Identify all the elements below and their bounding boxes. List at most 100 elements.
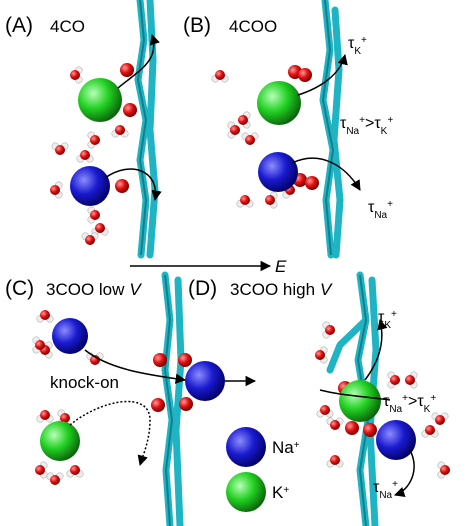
water [438,462,450,478]
relation: > [408,393,417,410]
oxygen [70,465,80,475]
sup: + [361,35,367,46]
water [82,233,98,245]
na-ion [52,318,88,354]
carbonyl-oxygen [305,176,319,190]
na-ion [185,361,225,401]
water [52,143,68,155]
title-text: 3COO high [230,280,315,299]
water [238,112,250,128]
oxygen [315,350,325,360]
oxygen [440,465,450,475]
panel-label: (B) [183,14,211,37]
carbonyl-oxygen [120,63,134,77]
sup: + [387,199,393,210]
oxygen [390,375,400,385]
oxygen [35,465,45,475]
oxygen [238,115,248,125]
carbonyl-oxygen [153,353,167,367]
sub: Na [379,490,392,501]
ion: Na [272,438,294,457]
oxygen [405,375,415,385]
carbonyl-oxygen [298,68,312,82]
water [327,455,343,467]
panel-title: 4COO [229,17,277,36]
oxygen [35,340,45,350]
carbonyl-oxygen [178,353,192,367]
water [77,150,93,162]
oxygen [85,235,95,245]
sub: Na [389,404,402,415]
carbonyl-oxygen [179,397,193,411]
water [228,122,240,138]
water [317,405,333,417]
water [37,410,53,422]
title-var: V [129,280,142,299]
panel-title: 4CO [50,17,85,36]
sub: Na [346,126,359,137]
tau-label: τNa+ [368,199,393,221]
carbonyl-oxygen [151,398,165,412]
sub: K [381,126,388,137]
na-ion [70,166,110,206]
sup: + [392,479,398,490]
sup: + [387,115,393,126]
oxygen [90,135,100,145]
sub: K [354,46,361,57]
water [432,413,448,425]
panel-label: (D) [188,277,217,300]
panel-label: (C) [5,277,34,300]
legend-label: Na+ [272,438,300,457]
water [388,372,400,388]
sub: K [384,320,391,331]
annotation: knock-on [50,373,119,392]
water [88,207,100,223]
water [327,418,343,430]
sub: K [424,404,431,415]
title-text: 3COO low [46,280,125,299]
oxygen [90,210,100,220]
panel-title: 3COO high V [230,280,333,299]
oxygen [330,420,340,430]
water [70,67,82,83]
oxygen [320,405,330,415]
k-ion [257,81,301,125]
k-ion [40,421,80,461]
title-var: V [320,280,333,299]
water [35,462,47,478]
waters [33,63,450,485]
oxygen [245,135,255,145]
water [323,322,335,338]
carbonyl-oxygen [363,423,377,437]
oxygen [330,455,340,465]
water [112,125,128,137]
oxygen [70,70,80,80]
water [37,310,53,322]
water [237,195,253,207]
legend-na-ion [226,427,266,467]
chain [334,10,340,255]
relation: > [365,115,374,132]
oxygen [240,195,250,205]
oxygen [325,325,335,335]
water [50,182,62,198]
oxygen [50,475,60,485]
sup: + [391,309,397,320]
legend-label: K+ [272,483,289,502]
na-ion [376,420,416,460]
oxygen [425,425,435,435]
sup: + [430,393,436,404]
carbonyl-oxygen [345,421,359,435]
k-ion [339,380,381,422]
oxygen [55,145,65,155]
water [265,192,277,208]
water [88,132,100,148]
ion: K [272,483,284,502]
oxygen [265,195,275,205]
panel-title: 3COO lowV [46,280,142,299]
oxygen [215,70,225,80]
oxygen [40,310,50,320]
oxygen [230,125,240,135]
oxygen [435,415,445,425]
water [67,465,83,477]
